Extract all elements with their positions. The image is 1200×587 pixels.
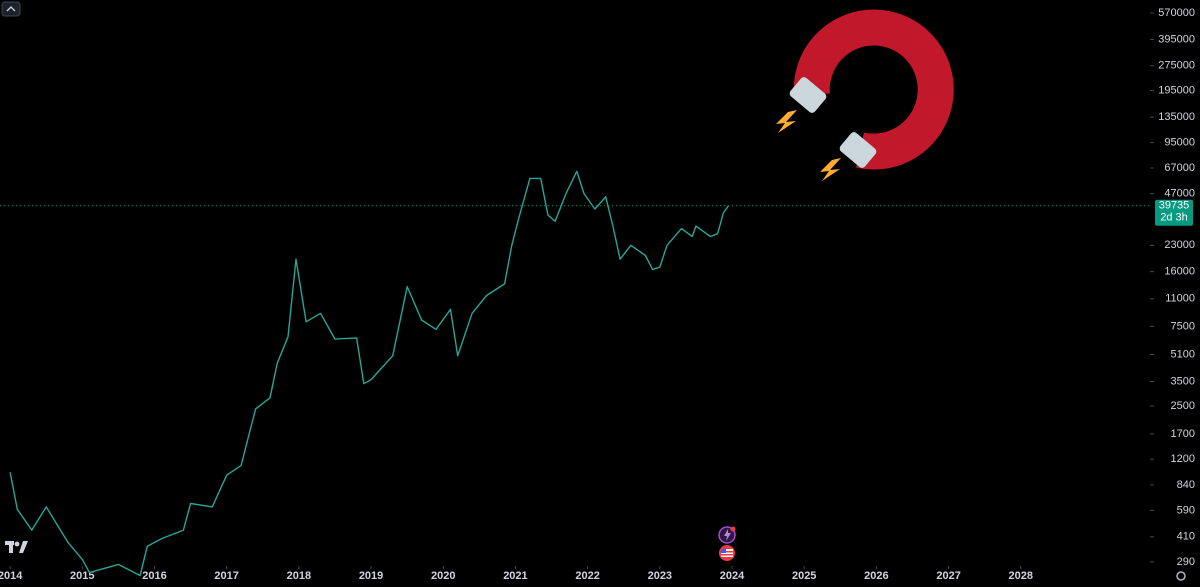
last-price-label: 39735	[1159, 200, 1190, 212]
x-tick-label: 2017	[214, 570, 238, 582]
magnet-emoji	[776, 9, 954, 181]
price-axis	[1150, 0, 1200, 587]
x-tick-label: 2014	[0, 570, 23, 582]
x-tick-label: 2025	[792, 570, 816, 582]
x-tick-label: 2024	[720, 570, 745, 582]
x-tick-label: 2016	[142, 570, 166, 582]
y-tick-label: 5100	[1171, 348, 1195, 360]
y-tick-label: 3500	[1171, 376, 1195, 388]
settings-button[interactable]	[1176, 571, 1186, 581]
x-tick-label: 2015	[70, 570, 94, 582]
x-tick-label: 2026	[864, 570, 888, 582]
y-tick-label: 95000	[1164, 137, 1195, 149]
y-tick-label: 23000	[1164, 239, 1195, 251]
y-tick-label: 1200	[1171, 453, 1195, 465]
y-tick-label: 290	[1177, 556, 1195, 568]
price-line	[9, 170, 729, 577]
x-tick-label: 2019	[359, 570, 383, 582]
y-tick-label: 11000	[1165, 293, 1195, 305]
y-tick-label: 7500	[1171, 320, 1195, 332]
y-tick-label: 1700	[1171, 428, 1195, 440]
y-tick-label: 395000	[1158, 33, 1195, 45]
y-tick-label: 2500	[1171, 400, 1195, 412]
y-tick-label: 135000	[1158, 111, 1195, 123]
x-tick-label: 2021	[503, 570, 527, 582]
x-tick-label: 2023	[648, 570, 672, 582]
collapse-button[interactable]	[1, 1, 21, 17]
y-tick-label: 16000	[1164, 266, 1195, 278]
x-tick-label: 2028	[1009, 570, 1033, 582]
x-tick-label: 2027	[936, 570, 960, 582]
y-tick-label: 47000	[1164, 188, 1195, 200]
logo[interactable]	[5, 541, 28, 553]
x-tick-label: 2018	[287, 570, 311, 582]
y-tick-label: 840	[1177, 479, 1195, 491]
x-tick-label: 2022	[575, 570, 599, 582]
y-tick-label: 410	[1177, 531, 1195, 543]
last-price-badge	[1155, 199, 1193, 226]
x-tick-label: 2020	[431, 570, 455, 582]
y-tick-label: 570000	[1158, 7, 1195, 19]
y-tick-label: 590	[1177, 504, 1195, 516]
y-tick-label: 67000	[1164, 162, 1195, 174]
y-tick-label: 275000	[1158, 60, 1195, 72]
event-icon[interactable]	[719, 545, 735, 561]
countdown-label: 2d 3h	[1160, 212, 1188, 224]
y-tick-label: 195000	[1158, 85, 1195, 97]
event-icon[interactable]	[718, 526, 736, 544]
